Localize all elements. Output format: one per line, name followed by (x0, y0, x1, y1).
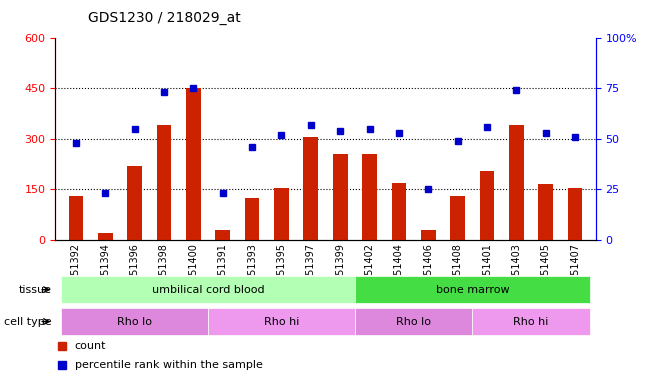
Bar (98, 233, 113, 240)
Bar (186, 88, 201, 240)
Bar (421, 230, 436, 240)
Text: Rho hi: Rho hi (514, 316, 549, 327)
Text: percentile rank within the sample: percentile rank within the sample (75, 360, 262, 369)
Text: umbilical cord blood: umbilical cord blood (152, 285, 264, 295)
Bar (391, 183, 406, 240)
Bar (157, 125, 171, 240)
Bar (473, 308, 590, 335)
Bar (274, 188, 289, 240)
Bar (128, 166, 142, 240)
Bar (362, 154, 377, 240)
Text: GDS1230 / 218029_at: GDS1230 / 218029_at (88, 11, 241, 25)
Bar (509, 125, 523, 240)
Bar (61, 276, 355, 303)
Text: Rho lo: Rho lo (117, 316, 152, 327)
Text: count: count (75, 341, 106, 351)
Bar (355, 276, 590, 303)
Bar (480, 171, 494, 240)
Bar (568, 188, 583, 240)
Text: Rho hi: Rho hi (264, 316, 299, 327)
Text: Rho lo: Rho lo (396, 316, 431, 327)
Bar (245, 198, 260, 240)
Text: cell type: cell type (5, 316, 52, 327)
Bar (355, 308, 473, 335)
Bar (61, 308, 208, 335)
Bar (68, 196, 83, 240)
Bar (450, 196, 465, 240)
Text: tissue: tissue (19, 285, 52, 295)
Bar (333, 154, 348, 240)
Bar (303, 137, 318, 240)
Bar (215, 230, 230, 240)
Bar (208, 308, 355, 335)
Text: bone marrow: bone marrow (436, 285, 509, 295)
Bar (538, 184, 553, 240)
